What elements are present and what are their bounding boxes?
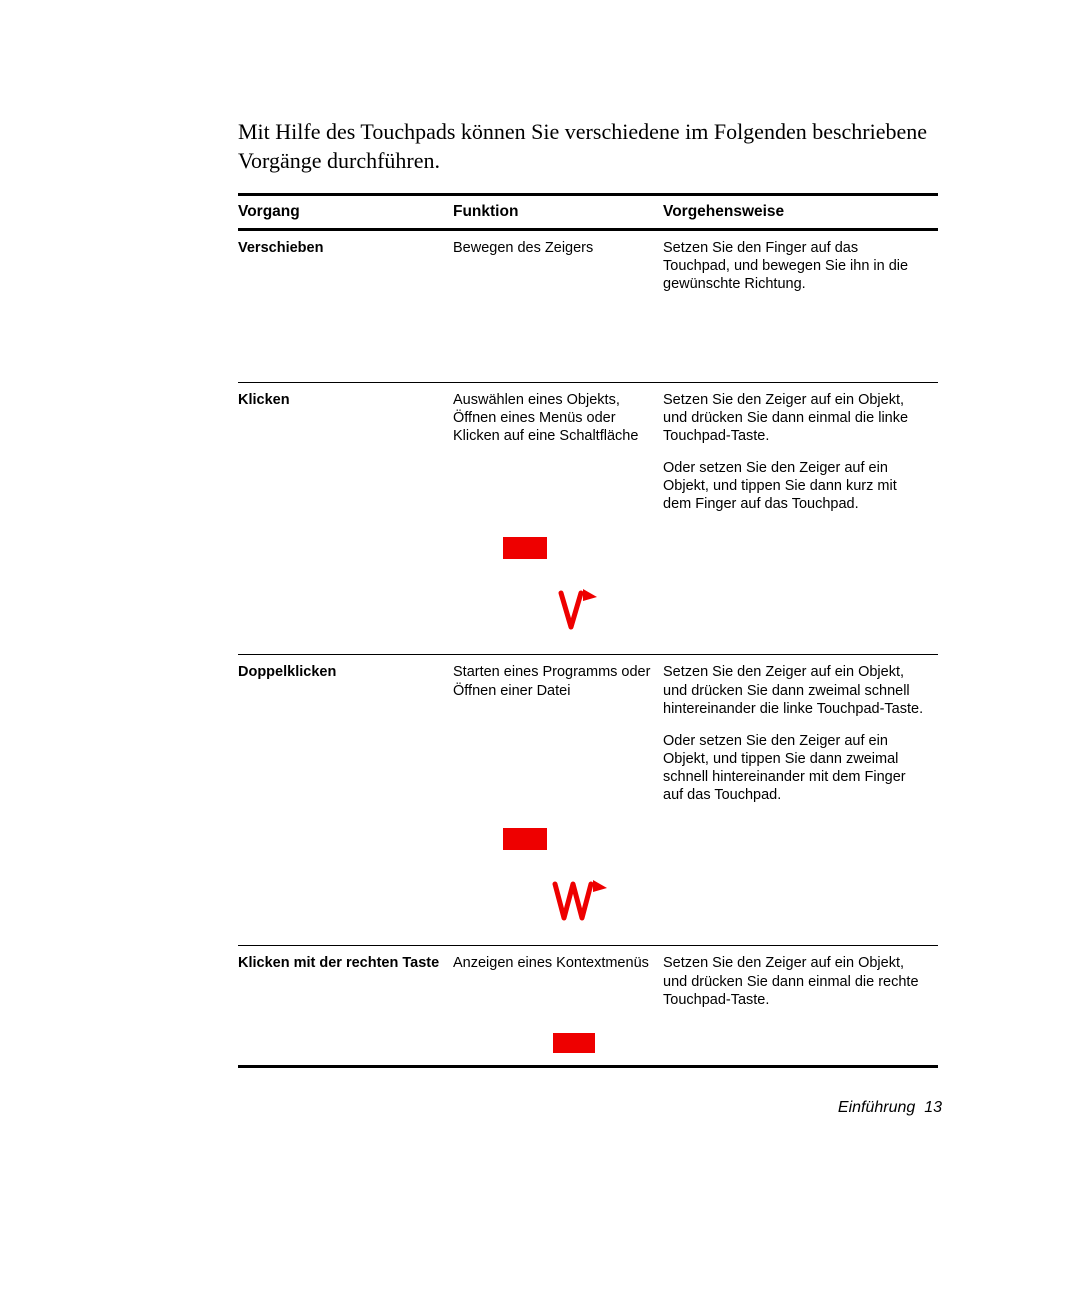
footer-chapter: Einführung bbox=[838, 1099, 915, 1116]
single-tap-icon bbox=[453, 571, 663, 655]
operation-how: Setzen Sie den Zeiger auf ein Objekt, un… bbox=[663, 382, 938, 521]
footer-page-number: 13 bbox=[924, 1099, 942, 1116]
header-vorgang: Vorgang bbox=[238, 195, 453, 230]
table-row: Klicken mit der rechten Taste Anzeigen e… bbox=[238, 946, 938, 1017]
operation-how: Setzen Sie den Zeiger auf ein Objekt, un… bbox=[663, 655, 938, 812]
operation-how-p2: Oder setzen Sie den Zeiger auf ein Objek… bbox=[663, 732, 928, 805]
operation-how-p1: Setzen Sie den Zeiger auf ein Objekt, un… bbox=[663, 391, 928, 445]
table-row bbox=[238, 812, 938, 862]
table-row: Doppelklicken Starten eines Programms od… bbox=[238, 655, 938, 812]
intro-paragraph: Mit Hilfe des Touchpads können Sie versc… bbox=[238, 118, 942, 175]
operation-function: Bewegen des Zeigers bbox=[453, 230, 663, 302]
table-row bbox=[238, 862, 938, 946]
right-click-button-icon bbox=[453, 1017, 663, 1067]
operation-how-p1: Setzen Sie den Zeiger auf ein Objekt, un… bbox=[663, 663, 928, 717]
operation-name: Verschieben bbox=[238, 230, 453, 302]
table-row bbox=[238, 571, 938, 655]
header-funktion: Funktion bbox=[453, 195, 663, 230]
table-row: Klicken Auswählen eines Objekts, Öffnen … bbox=[238, 382, 938, 521]
operation-function: Auswählen eines Objekts, Öffnen eines Me… bbox=[453, 382, 663, 521]
operation-how: Setzen Sie den Zeiger auf ein Objekt, un… bbox=[663, 946, 938, 1017]
document-page: Mit Hilfe des Touchpads können Sie versc… bbox=[0, 0, 1080, 1309]
double-click-button-icon bbox=[453, 812, 663, 862]
table-row bbox=[238, 1017, 938, 1067]
touchpad-operations-table: Vorgang Funktion Vorgehensweise Verschie… bbox=[238, 193, 938, 1068]
operation-function: Starten eines Programms oder Öffnen eine… bbox=[453, 655, 663, 812]
page-footer: Einführung 13 bbox=[838, 1099, 942, 1117]
table-row bbox=[238, 302, 938, 383]
operation-how-p2: Oder setzen Sie den Zeiger auf ein Objek… bbox=[663, 459, 928, 513]
table-row bbox=[238, 521, 938, 571]
header-vorgehensweise: Vorgehensweise bbox=[663, 195, 938, 230]
double-tap-icon bbox=[453, 862, 663, 946]
table-row: Verschieben Bewegen des Zeigers Setzen S… bbox=[238, 230, 938, 302]
operation-name: Klicken mit der rechten Taste bbox=[238, 946, 453, 1017]
table-header-row: Vorgang Funktion Vorgehensweise bbox=[238, 195, 938, 230]
operation-how: Setzen Sie den Finger auf das Touchpad, … bbox=[663, 230, 938, 302]
click-button-icon bbox=[453, 521, 663, 571]
operation-function: Anzeigen eines Kontextmenüs bbox=[453, 946, 663, 1017]
operation-name: Klicken bbox=[238, 382, 453, 521]
operation-name: Doppelklicken bbox=[238, 655, 453, 812]
